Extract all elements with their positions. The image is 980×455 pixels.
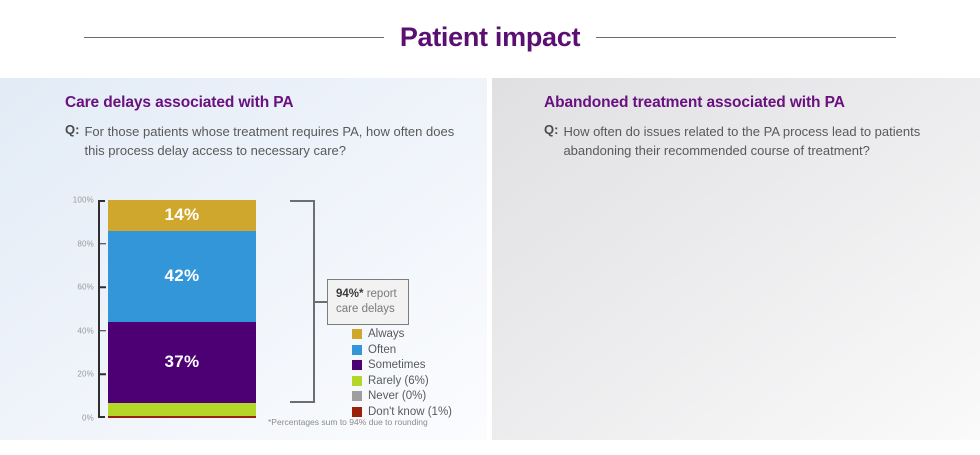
bar-segment-rarely[interactable] (108, 402, 256, 416)
legend-item[interactable]: Rarely (6%) (352, 375, 452, 387)
question-marker: Q: (65, 122, 80, 137)
panel-title-abandoned-treatment: Abandoned treatment associated with PA (544, 94, 845, 111)
legend-item-label: Sometimes (368, 359, 426, 371)
legend-item[interactable]: Don't know (1%) (352, 406, 452, 418)
legend-swatch-icon (352, 391, 362, 401)
bracket-top-arm (290, 200, 314, 202)
panel-divider (487, 78, 492, 440)
y-axis-cap-bottom (98, 416, 105, 418)
question-text: For those patients whose treatment requi… (84, 124, 455, 158)
bar-segment-always[interactable]: 14% (108, 200, 256, 231)
y-axis-tick-label: 80% (77, 239, 94, 249)
y-axis-tick-label: 20% (77, 369, 94, 379)
legend-item[interactable]: Sometimes (352, 359, 452, 371)
y-axis-cap-top (98, 200, 105, 202)
y-axis-tick (100, 330, 106, 332)
title-rule-right (596, 37, 897, 38)
legend-item-label: Often (368, 343, 397, 356)
footnote-care-delays: *Percentages sum to 94% due to rounding (268, 417, 428, 427)
y-axis-tick (100, 242, 106, 245)
legend-swatch-icon (352, 329, 362, 339)
slide-title-row: Patient impact (0, 22, 980, 53)
title-rule-left (83, 37, 384, 38)
panel-title-care-delays: Care delays associated with PA (65, 94, 294, 111)
panels-container: Care delays associated with PA Q: For th… (0, 78, 980, 440)
bar-segment-don-t-know[interactable] (108, 415, 256, 418)
callout-box: 94%* report care delays (327, 279, 409, 326)
y-axis-tick-label: 40% (77, 326, 94, 336)
y-axis-line (98, 200, 100, 418)
bracket-stem (313, 301, 327, 303)
question-marker: Q: (544, 122, 559, 137)
y-axis-tick (100, 373, 106, 376)
question-care-delays: Q: For those patients whose treatment re… (65, 122, 465, 160)
legend-item-label: Never (0%) (368, 390, 427, 402)
bar-segment-value: 42% (164, 266, 200, 286)
bar-segment-sometimes[interactable]: 37% (108, 322, 256, 403)
legend-item-label: Always (368, 328, 405, 340)
legend-care-delays: Always Often Sometimes Rarely (6%) Never (0%… (352, 328, 452, 421)
legend-swatch-icon (352, 406, 362, 417)
legend-item-label: Rarely (6%) (368, 374, 429, 387)
y-axis-tick-label: 0% (82, 413, 94, 423)
callout-strong: 94%* (336, 288, 364, 301)
panel-care-delays: Care delays associated with PA Q: For th… (0, 78, 487, 440)
question-abandoned-treatment: Q: How often do issues related to the PA… (544, 122, 964, 160)
bar-segment-often[interactable]: 42% (108, 230, 256, 323)
panel-abandoned-treatment: Abandoned treatment associated with PA Q… (492, 78, 980, 440)
legend-item[interactable]: Never (0%) (352, 390, 452, 402)
legend-swatch-icon (352, 360, 362, 370)
y-axis-tick-label: 100% (72, 195, 94, 205)
y-axis-labels: 100% 80% 60% 40% 20% 0% (60, 196, 94, 423)
bar-segment-value: 37% (164, 352, 200, 372)
legend-swatch-icon (352, 375, 362, 386)
callout-text: report care delays (336, 288, 397, 316)
legend-swatch-icon (352, 344, 362, 355)
bracket-bottom-arm (290, 401, 314, 403)
legend-item[interactable]: Always (352, 328, 452, 340)
bar-segment-value: 14% (164, 205, 200, 225)
y-axis-tick-label: 60% (77, 282, 94, 292)
y-axis-tick (100, 286, 106, 288)
page-title: Patient impact (399, 22, 581, 52)
legend-item-label: Don't know (1%) (368, 405, 453, 418)
stacked-bar[interactable]: 14% 42% 37% (108, 200, 256, 418)
callout-bracket (290, 200, 327, 418)
question-text: How often do issues related to the PA pr… (563, 124, 921, 158)
legend-item[interactable]: Often (352, 344, 452, 356)
